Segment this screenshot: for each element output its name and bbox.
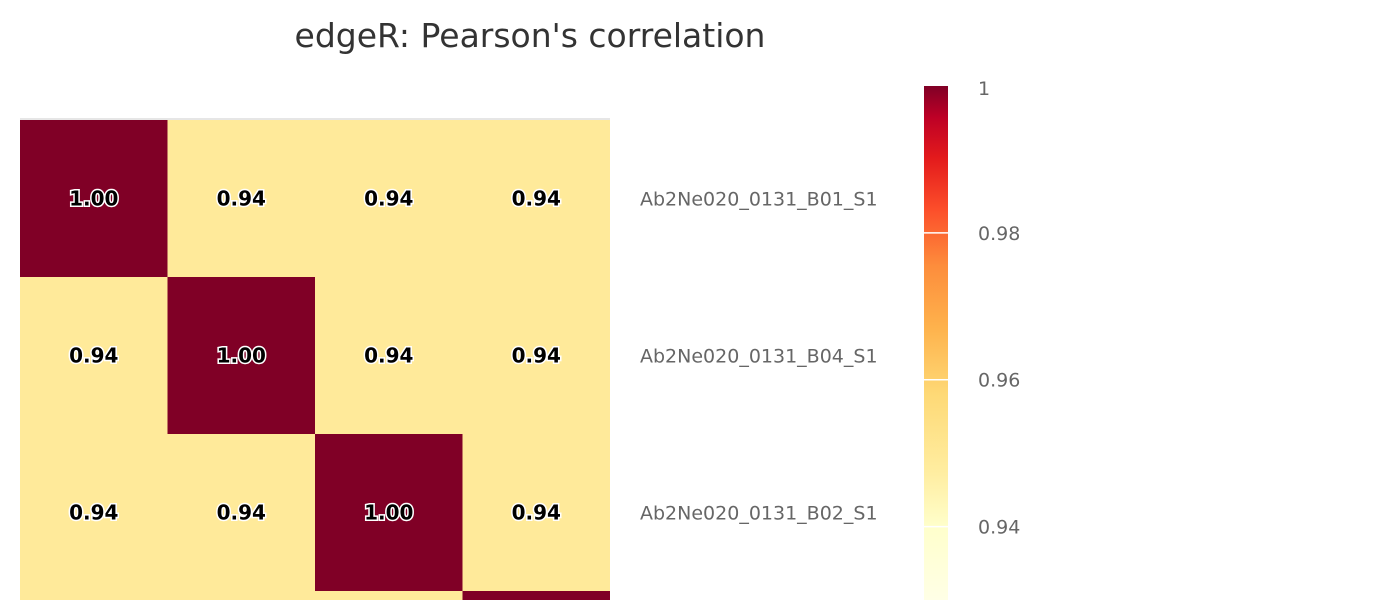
cell-label-r2-c1: 0.94 [217,501,266,525]
heatmap-cell-r3-c2[interactable] [315,591,463,600]
heatmap-cell-r1-c1[interactable] [167,277,316,434]
scale-tick-label-1: 0.98 [978,223,1020,245]
heatmap-cell-r2-c3[interactable] [462,434,611,591]
heatmap-cell-r0-c2[interactable] [315,120,463,277]
cell-label-r0-c0: 1.00 [69,187,118,211]
cell-label-r2-c3: 0.94 [512,501,561,525]
scale-tick-label-0: 1 [978,78,990,100]
color-scale-bar [924,86,948,600]
heatmap-cell-r2-c1[interactable] [167,434,316,591]
heatmap-cells [20,118,611,600]
cell-label-r0-c1: 0.94 [217,187,266,211]
color-scale-legend: 1 0.98 0.96 0.94 [924,78,1020,600]
cell-label-r1-c1: 1.00 [217,344,266,368]
heatmap-cell-r1-c0[interactable] [20,277,168,434]
scale-tick-label-3: 0.94 [978,517,1020,539]
heatmap-cell-r3-c1[interactable] [167,591,316,600]
cell-label-r1-c3: 0.94 [512,344,561,368]
cell-label-r0-c3: 0.94 [512,187,561,211]
heatmap-row-labels: Ab2Ne020_0131_B01_S1 Ab2Ne020_0131_B04_S1… [640,189,878,525]
cell-label-r0-c2: 0.94 [364,187,413,211]
heatmap-cell-r1-c2[interactable] [315,277,463,434]
cell-label-r2-c0: 0.94 [69,501,118,525]
cell-label-r1-c2: 0.94 [364,344,413,368]
heatmap-cell-r0-c3[interactable] [462,120,611,277]
heatmap-cell-r3-c0[interactable] [20,591,168,600]
heatmap-cell-r2-c2[interactable] [315,434,463,591]
scale-tick-label-2: 0.96 [978,370,1020,392]
heatmap-cell-r3-c3[interactable] [462,591,611,600]
row-label-1: Ab2Ne020_0131_B04_S1 [640,346,878,368]
row-label-0: Ab2Ne020_0131_B01_S1 [640,189,878,211]
heatmap-cell-r1-c3[interactable] [462,277,611,434]
heatmap-cell-r2-c0[interactable] [20,434,168,591]
cell-label-r1-c0: 0.94 [69,344,118,368]
chart-title: edgeR: Pearson's correlation [295,16,766,55]
heatmap-cell-r0-c0[interactable] [20,120,168,277]
cell-label-r2-c2: 1.00 [364,501,413,525]
color-scale-ticks: 1 0.98 0.96 0.94 [924,78,1020,539]
heatmap-cell-labels: 1.00 0.94 0.94 0.94 0.94 1.00 0.94 0.94 0.94 0.94… [68,185,563,526]
heatmap-cell-r0-c1[interactable] [167,120,316,277]
row-label-2: Ab2Ne020_0131_B02_S1 [640,503,878,525]
